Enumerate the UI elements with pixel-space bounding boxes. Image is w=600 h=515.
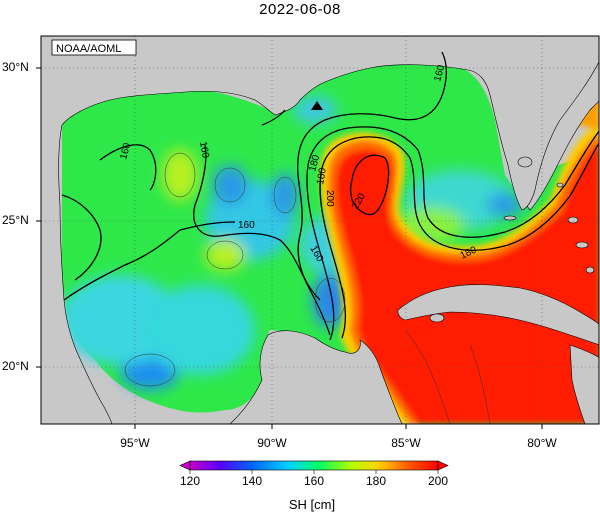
lat-label-25n: 25°N [2, 213, 29, 227]
contour-label: 160 [432, 63, 447, 82]
colorbar-label: SH [cm] [288, 497, 336, 512]
lon-label-95w: 95°W [120, 436, 150, 450]
lat-label-30n: 30°N [2, 60, 29, 74]
colorbar-tick-label: 160 [303, 474, 325, 488]
colorbar-tick-label: 180 [365, 474, 387, 488]
colorbar-tick-label: 120 [179, 474, 201, 488]
graticule [41, 36, 599, 424]
contour-label: 200 [324, 190, 335, 207]
contour-label: 180 [315, 167, 329, 186]
contour-label: 180 [307, 153, 322, 172]
land-masses [41, 36, 599, 424]
triangle-marker-icon [311, 101, 323, 110]
ocean-field [60, 36, 599, 424]
contour-label: 160 [238, 220, 255, 231]
ssh-contours-minor [124, 152, 491, 424]
colorbar-tick-label: 140 [241, 474, 263, 488]
map-frame [40, 35, 600, 425]
contour-label: 160 [118, 141, 133, 160]
map-title: 2022-06-08 [259, 1, 341, 18]
colorbar [179, 460, 449, 474]
lon-label-85w: 85°W [391, 436, 421, 450]
credit-label: NOAA/AOML [56, 43, 121, 55]
lon-label-90w: 90°W [257, 436, 287, 450]
lat-label-20n: 20°N [2, 359, 29, 373]
ssh-contours [61, 51, 599, 341]
contour-label: 160 [197, 141, 211, 160]
lon-label-80w: 80°W [527, 436, 557, 450]
colorbar-tick-label: 200 [427, 474, 449, 488]
axis-ticks [36, 67, 543, 429]
credit-box [51, 39, 137, 56]
